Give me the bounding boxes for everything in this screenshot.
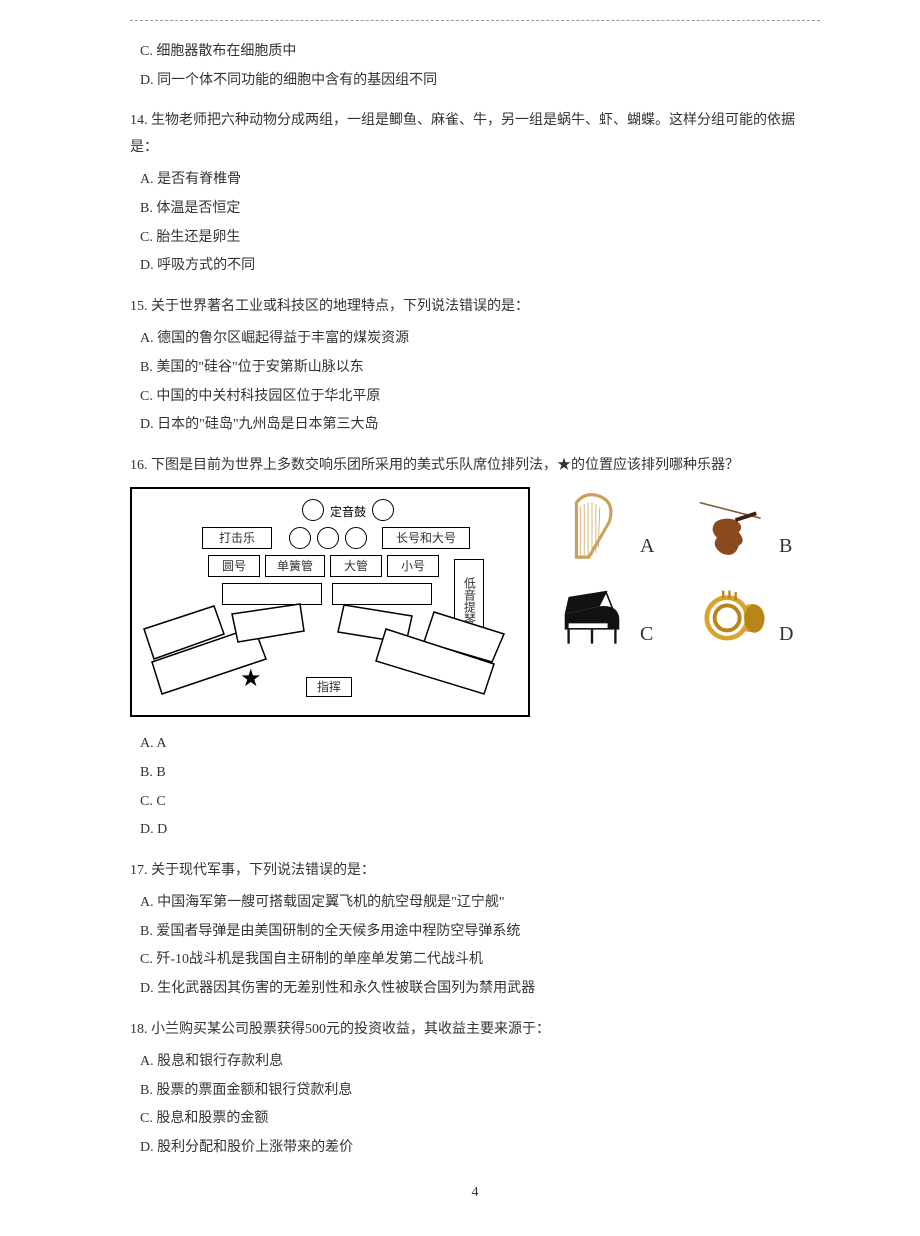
q14-option-d: D. 呼吸方式的不同 xyxy=(130,253,820,280)
q17-option-d: D. 生化武器因其伤害的无差别性和永久性被联合国列为禁用武器 xyxy=(130,976,820,1003)
q18-option-b: B. 股票的票面金额和银行贷款利息 xyxy=(130,1078,820,1105)
harp-icon xyxy=(548,487,636,565)
q17-option-c: C. 歼-10战斗机是我国自主研制的单座单发第二代战斗机 xyxy=(130,947,820,974)
q15-option-c: C. 中国的中关村科技园区位于华北平原 xyxy=(130,384,820,411)
q14-options: A. 是否有脊椎骨 B. 体温是否恒定 C. 胎生还是卵生 D. 呼吸方式的不同 xyxy=(130,167,820,279)
instrument-a-label: A xyxy=(640,527,654,565)
q18-stem: 18. 小兰购买某公司股票获得500元的投资收益，其收益主要来源于： xyxy=(130,1017,820,1044)
star-icon: ★ xyxy=(240,657,262,703)
q13-option-d: D. 同一个体不同功能的细胞中含有的基因组不同 xyxy=(130,68,820,95)
page-number: 4 xyxy=(130,1180,820,1207)
q16-option-a: A. A xyxy=(130,731,820,758)
instrument-d: D xyxy=(687,575,808,653)
q17-option-a: A. 中国海军第一艘可搭载固定翼飞机的航空母舰是"辽宁舰" xyxy=(130,890,820,917)
q13-option-c: C. 细胞器散布在细胞质中 xyxy=(130,39,820,66)
q17-option-b: B. 爱国者导弹是由美国研制的全天候多用途中程防空导弹系统 xyxy=(130,919,820,946)
q15-stem: 15. 关于世界著名工业或科技区的地理特点，下列说法错误的是： xyxy=(130,294,820,321)
instrument-c-label: C xyxy=(640,615,653,653)
instrument-b: B xyxy=(687,487,808,565)
q13-options: C. 细胞器散布在细胞质中 D. 同一个体不同功能的细胞中含有的基因组不同 xyxy=(130,39,820,94)
q17-stem: 17. 关于现代军事，下列说法错误的是： xyxy=(130,858,820,885)
q16-stem: 16. 下图是目前为世界上多数交响乐团所采用的美式乐队席位排列法，★的位置应该排… xyxy=(130,453,820,480)
q16-options: A. A B. B C. C D. D xyxy=(130,731,820,843)
instrument-a: A xyxy=(548,487,669,565)
q18-option-c: C. 股息和股票的金额 xyxy=(130,1106,820,1133)
q14-option-a: A. 是否有脊椎骨 xyxy=(130,167,820,194)
q18-option-a: A. 股息和银行存款利息 xyxy=(130,1049,820,1076)
q14-stem: 14. 生物老师把六种动物分成两组，一组是鲫鱼、麻雀、牛，另一组是蜗牛、虾、蝴蝶… xyxy=(130,108,820,161)
q15-option-a: A. 德国的鲁尔区崛起得益于丰富的煤炭资源 xyxy=(130,326,820,353)
instrument-d-label: D xyxy=(779,615,793,653)
conductor-box: 指挥 xyxy=(306,677,352,697)
q16-option-d: D. D xyxy=(130,817,820,844)
q16-option-c: C. C xyxy=(130,789,820,816)
q16-figure: 定音鼓 打击乐 长号和大号 圆号 单簧管 大管 小号 低音提琴 xyxy=(130,487,820,717)
q14-option-c: C. 胎生还是卵生 xyxy=(130,225,820,252)
instrument-c: C xyxy=(548,575,669,653)
french-horn-icon xyxy=(687,575,775,653)
q15-option-b: B. 美国的"硅谷"位于安第斯山脉以东 xyxy=(130,355,820,382)
q18-option-d: D. 股利分配和股价上涨带来的差价 xyxy=(130,1135,820,1162)
violin-icon xyxy=(687,487,775,565)
instrument-b-label: B xyxy=(779,527,792,565)
instrument-thumbnails: A B C xyxy=(548,487,808,653)
q18-options: A. 股息和银行存款利息 B. 股票的票面金额和银行贷款利息 C. 股息和股票的… xyxy=(130,1049,820,1161)
seating-diagram: 定音鼓 打击乐 长号和大号 圆号 单簧管 大管 小号 低音提琴 xyxy=(130,487,530,717)
q15-options: A. 德国的鲁尔区崛起得益于丰富的煤炭资源 B. 美国的"硅谷"位于安第斯山脉以… xyxy=(130,326,820,438)
piano-icon xyxy=(548,575,636,653)
q15-option-d: D. 日本的"硅岛"九州岛是日本第三大岛 xyxy=(130,412,820,439)
q14-option-b: B. 体温是否恒定 xyxy=(130,196,820,223)
q16-option-b: B. B xyxy=(130,760,820,787)
q17-options: A. 中国海军第一艘可搭载固定翼飞机的航空母舰是"辽宁舰" B. 爱国者导弹是由… xyxy=(130,890,820,1002)
